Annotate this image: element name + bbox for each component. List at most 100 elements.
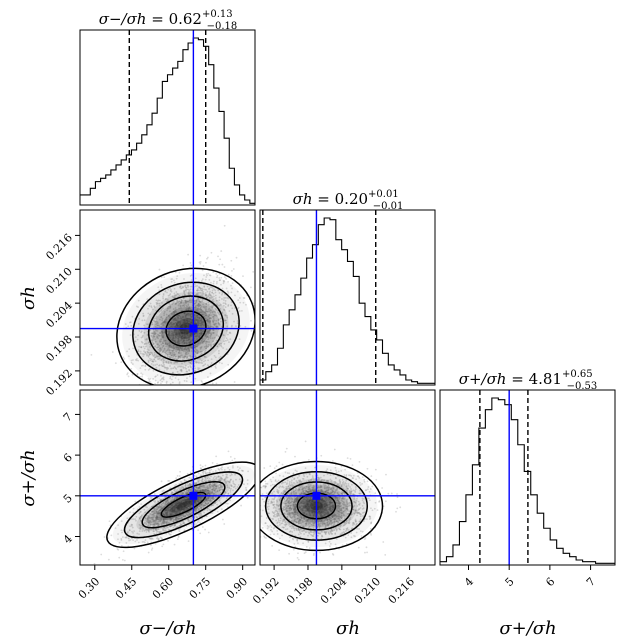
sample-point	[159, 334, 162, 337]
sample-point	[209, 334, 212, 337]
sample-point	[172, 367, 174, 370]
sample-point	[195, 299, 198, 302]
sample-point	[183, 318, 186, 321]
sample-point	[236, 505, 238, 507]
sample-point	[186, 349, 189, 352]
sample-point	[172, 318, 175, 321]
sample-point	[246, 514, 248, 516]
sample-point	[223, 309, 226, 312]
sample-point	[228, 331, 231, 334]
sample-point	[197, 322, 200, 325]
sample-point	[194, 339, 197, 342]
sample-point	[162, 357, 164, 360]
sample-point	[205, 296, 208, 299]
sample-point	[183, 355, 186, 358]
sample-point	[160, 316, 162, 319]
sample-point	[176, 345, 179, 348]
sample-point	[209, 317, 212, 320]
sample-point	[201, 300, 204, 303]
sample-point	[196, 292, 199, 295]
sample-point	[172, 331, 175, 333]
sample-point	[196, 316, 199, 319]
sample-point	[186, 313, 188, 316]
sample-point	[216, 303, 218, 306]
sample-point	[188, 349, 191, 352]
sample-point	[175, 349, 177, 351]
sample-point	[184, 293, 186, 296]
sample-point	[161, 334, 163, 337]
sample-point	[223, 280, 225, 283]
sample-point	[190, 321, 193, 324]
sample-point	[169, 352, 172, 355]
sample-point	[188, 341, 190, 344]
sample-point	[179, 354, 182, 357]
sample-point	[202, 292, 205, 295]
sample-point	[152, 364, 155, 367]
sample-point	[198, 336, 201, 339]
sample-point	[153, 351, 156, 354]
sample-point	[163, 312, 166, 315]
sample-point	[175, 333, 178, 336]
sample-point	[152, 332, 155, 334]
sample-point	[127, 325, 130, 328]
sample-point	[204, 359, 207, 362]
sample-point	[173, 292, 176, 295]
sample-point	[198, 304, 200, 307]
sample-point	[358, 460, 361, 463]
sample-point	[219, 308, 222, 310]
sample-point	[197, 298, 200, 301]
sample-point	[165, 386, 167, 388]
sample-point	[187, 308, 190, 311]
sample-point	[195, 319, 198, 321]
sample-point	[180, 317, 183, 320]
sample-point	[197, 324, 200, 327]
sample-point	[152, 342, 155, 345]
sample-point	[181, 337, 183, 340]
sample-point	[213, 336, 216, 339]
sample-point	[172, 337, 175, 340]
sample-point	[177, 338, 180, 341]
sample-point	[223, 297, 225, 299]
sample-point	[158, 351, 160, 354]
sample-point	[199, 467, 202, 470]
sample-point	[204, 294, 207, 296]
sample-point	[164, 343, 167, 346]
sample-point	[252, 270, 255, 273]
sample-point	[188, 338, 190, 341]
sample-point	[132, 347, 134, 350]
sample-point	[213, 319, 216, 322]
sample-point	[227, 450, 230, 453]
sample-point	[169, 305, 172, 308]
sample-point	[189, 262, 192, 264]
sample-point	[180, 369, 183, 372]
sample-point	[173, 331, 176, 334]
sample-point	[162, 377, 165, 380]
sample-point	[194, 277, 197, 280]
sample-point	[185, 348, 187, 351]
sample-point	[191, 319, 194, 322]
sample-point	[153, 333, 156, 336]
sample-point	[178, 328, 181, 331]
sample-point	[169, 375, 172, 378]
sample-point	[222, 308, 225, 311]
sample-point	[205, 340, 208, 343]
sample-point	[184, 301, 187, 304]
sample-point	[161, 330, 164, 333]
sample-point	[203, 285, 206, 288]
sample-point	[178, 356, 180, 358]
sample-point	[186, 318, 189, 320]
sample-point	[174, 340, 176, 343]
sample-point	[179, 470, 181, 473]
sample-point	[222, 518, 224, 521]
sample-point	[159, 299, 161, 302]
sample-point	[169, 356, 172, 359]
sample-point	[188, 299, 191, 302]
sample-point	[181, 347, 183, 350]
sample-point	[187, 352, 190, 355]
sample-point	[233, 381, 236, 383]
sample-point	[183, 319, 185, 322]
sample-point	[194, 285, 197, 288]
sample-point	[182, 386, 184, 388]
sample-point	[155, 309, 157, 312]
sample-point	[174, 335, 177, 338]
